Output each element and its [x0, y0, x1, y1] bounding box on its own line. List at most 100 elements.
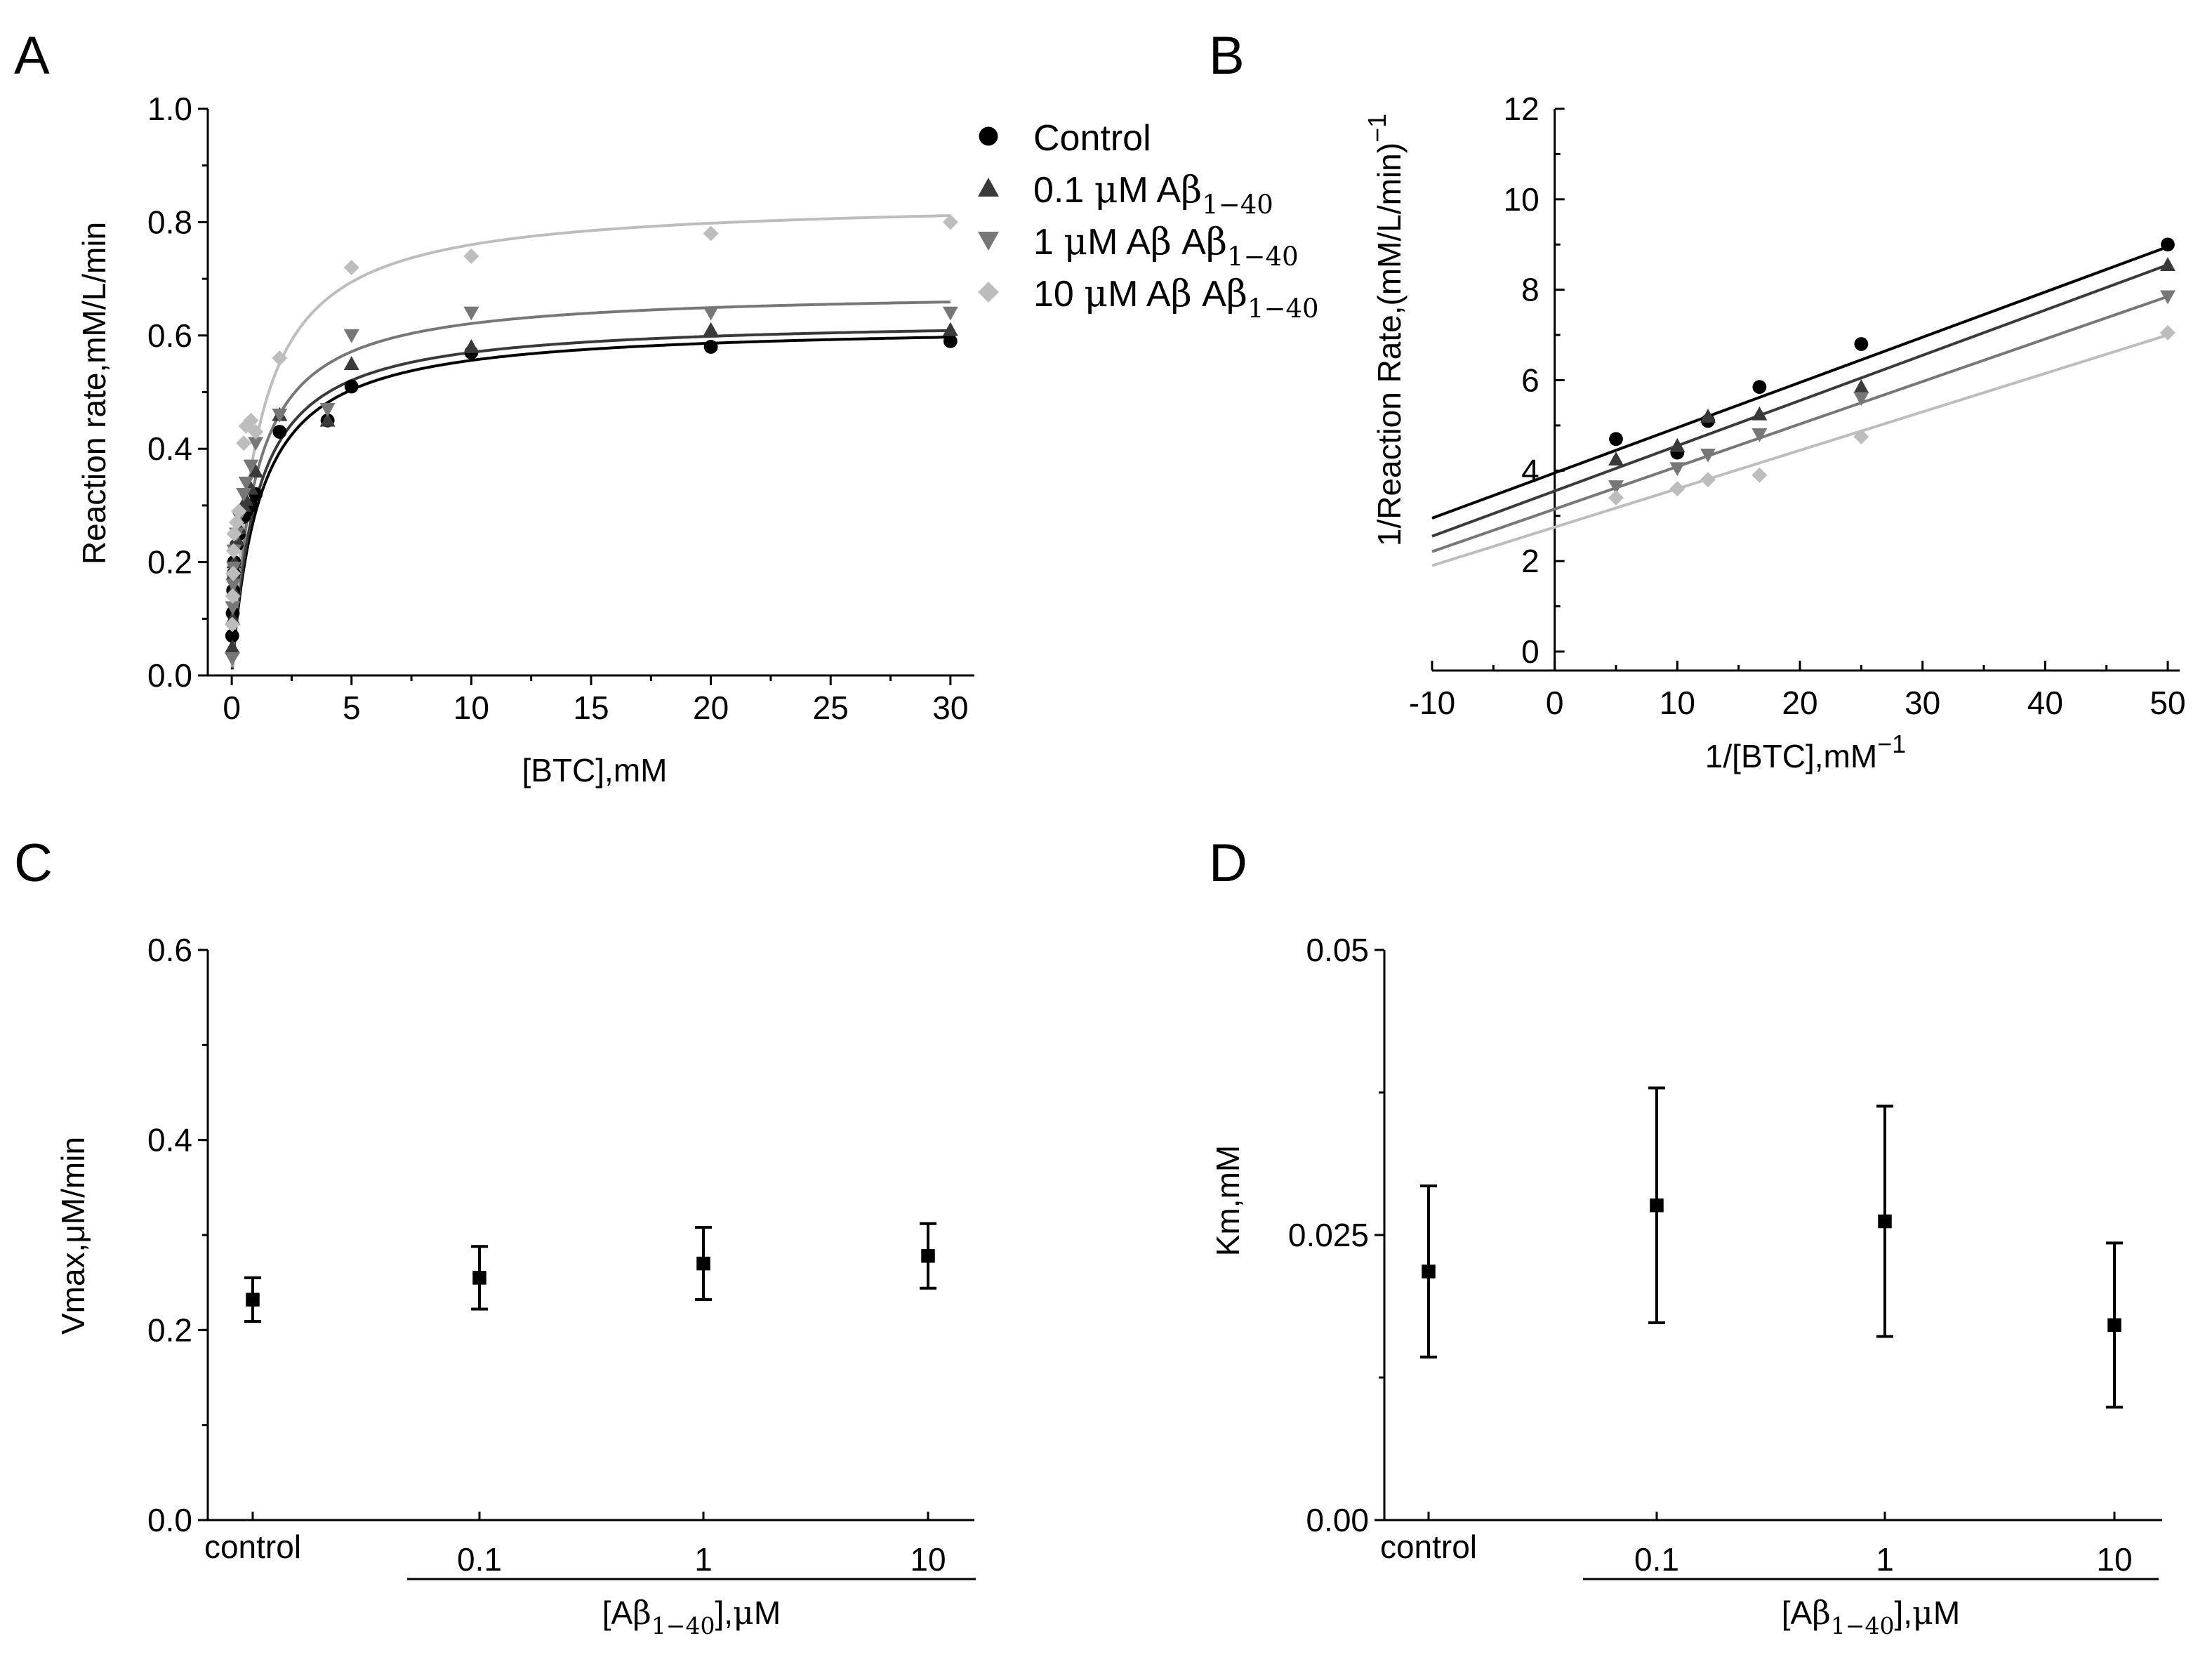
panel-b-fit-line	[1431, 295, 2168, 553]
panel-a-data-point	[319, 412, 336, 427]
text-part: −1	[1877, 729, 1906, 758]
panel-b-data-point	[1669, 462, 1686, 477]
panel-b-y-tick-label: 12	[1503, 91, 1539, 127]
text-part: 1−40	[1227, 242, 1299, 272]
text-part: μ	[1912, 1594, 1933, 1632]
panel-d-category-label: control	[1380, 1528, 1477, 1565]
panel-a-data-point	[224, 652, 240, 666]
text-part: β	[1171, 273, 1192, 315]
panel-a-data-point	[942, 306, 958, 321]
panel-a-data-point	[703, 225, 719, 242]
panel-letter-d: D	[1209, 833, 1247, 893]
panel-b-data-point	[1669, 437, 1686, 452]
panel-b-y-tick-label: 8	[1521, 272, 1539, 308]
text-part: β	[1226, 273, 1247, 315]
panel-a-data-point	[343, 329, 359, 343]
panel-c-y-tick-label: 0.6	[147, 932, 192, 968]
text-part: β	[1206, 221, 1227, 263]
panel-c-data-point	[246, 1293, 260, 1307]
panel-a-data-point	[943, 334, 958, 348]
panel-a-fit-curve	[230, 301, 951, 668]
text-part: ],	[1894, 1594, 1912, 1631]
panel-d-y-tick-label: 0.00	[1306, 1502, 1369, 1538]
text-part: M	[1933, 1594, 1960, 1631]
panel-a-legend-marker	[978, 178, 999, 197]
panel-a-y-tick-label: 0.6	[147, 317, 192, 354]
panel-a-data-point	[224, 616, 240, 633]
panel-c-category-label: control	[204, 1528, 301, 1565]
panel-b-data-point	[1700, 409, 1716, 423]
text-part: β	[1151, 221, 1172, 263]
panel-c-data-point	[921, 1249, 935, 1263]
panel-c-category-label: 10	[910, 1541, 946, 1578]
panel-a-legend-marker	[978, 232, 999, 251]
text-part: μ	[1084, 273, 1108, 315]
panel-b-data-point	[1608, 480, 1624, 494]
panel-b-fit-lines	[1431, 245, 2168, 567]
panel-a-data-point	[238, 491, 254, 506]
panel-d-data-point	[1422, 1264, 1436, 1279]
panel-b-data-point	[1608, 489, 1624, 506]
panel-a-axes: 0.0 0.2 0.4 0.6 0.8 1.0 0 5 10 15 20 25 30	[147, 91, 974, 726]
panel-b-y-tick-label: 0	[1521, 633, 1539, 670]
panel-a-data-point	[225, 601, 241, 616]
panel-a-data-point	[225, 565, 241, 581]
panel-b-data-point	[1752, 380, 1767, 395]
panel-a-data-point	[243, 412, 259, 428]
panel-b-y-tick-label: 2	[1521, 543, 1539, 579]
panel-a-data-point	[225, 543, 241, 559]
panel-c-x-axis-title: [Aβ1−40],μM	[602, 1594, 781, 1639]
panel-b-data-point	[1669, 481, 1686, 497]
panel-a-data-point	[225, 628, 239, 643]
panel-letter-b: B	[1209, 26, 1245, 86]
panel-d-y-tick-label: 0.025	[1288, 1217, 1369, 1253]
panel-d-x-axis-title: [Aβ1−40],μM	[1782, 1594, 1961, 1639]
panel-b-x-tick-label: 10	[1660, 685, 1695, 721]
panel-d-category-label: 1	[1876, 1541, 1894, 1578]
text-part: 1/[BTC],mM	[1705, 738, 1877, 774]
panel-b-points	[1608, 237, 2175, 506]
panel-a-data-point	[703, 340, 718, 354]
panel-a-legend-marker	[978, 282, 999, 303]
panel-b-data-point	[1751, 406, 1768, 421]
text-part: A	[1172, 222, 1206, 263]
panel-a-points	[224, 214, 958, 666]
panel-a-data-point	[238, 476, 254, 491]
panel-a-x-tick-label: 25	[813, 689, 849, 726]
text-part: M A	[1087, 222, 1151, 263]
text-part: M	[754, 1594, 781, 1631]
panel-letter-c: C	[14, 833, 53, 893]
panel-letter-a: A	[14, 26, 50, 86]
text-part: M A	[1118, 170, 1181, 211]
panel-a: A 0.0 0.2 0.4 0.6 0.8 1.0 0 5 10 15 20 25 30 [BTC],m…	[14, 26, 1319, 788]
text-part: μ	[1064, 221, 1087, 263]
panel-d: D 0.00 0.025 0.05 control 0.1 1 10 Km,mM [Aβ1−…	[1209, 833, 2162, 1639]
panel-b-x-axis-title: 1/[BTC],mM−1	[1705, 729, 1906, 774]
panel-a-data-point	[272, 350, 288, 367]
text-part: A	[1192, 274, 1226, 315]
panel-a-y-tick-label: 0.4	[147, 430, 192, 467]
panel-a-x-tick-label: 20	[693, 689, 729, 726]
panel-a-data-point	[463, 338, 479, 353]
panel-a-data-point	[942, 214, 958, 230]
panel-a-data-point	[248, 437, 264, 451]
panel-b-data-point	[1700, 448, 1716, 463]
panel-a-data-point	[243, 459, 259, 474]
panel-b-data-point	[1853, 379, 1869, 393]
panel-b-x-tick-label: 50	[2150, 685, 2185, 721]
panel-a-y-tick-label: 0.2	[147, 544, 192, 581]
panel-c-axes: 0.0 0.2 0.4 0.6 control 0.1 1 10	[147, 932, 974, 1578]
panel-d-category-label: 10	[2096, 1541, 2132, 1578]
text-part: 10	[1033, 274, 1084, 315]
panel-c-y-tick-label: 0.2	[147, 1312, 192, 1348]
panel-c-category-label: 1	[694, 1541, 713, 1578]
panel-c-y-axis-title: Vmax,μM/min	[55, 1137, 91, 1335]
panel-a-x-tick-label: 15	[573, 689, 609, 726]
text-part: M A	[1108, 274, 1171, 315]
panel-a-y-axis-title: Reaction rate,mM/L/min	[76, 222, 112, 564]
panel-b-data-point	[2161, 237, 2175, 252]
